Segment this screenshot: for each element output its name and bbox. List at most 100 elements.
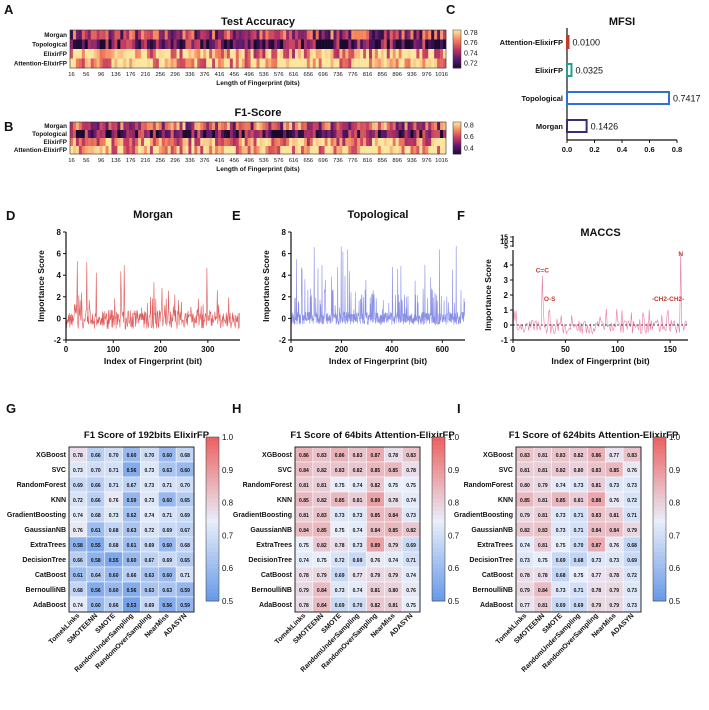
table-cell-value: 0.56 <box>91 588 101 594</box>
heatmap-cell <box>209 122 213 131</box>
heatmap-cell <box>149 49 154 59</box>
table-cell-value: 0.84 <box>609 528 619 534</box>
table-cell-value: 0.60 <box>127 453 137 459</box>
heatmap-cell <box>265 30 269 40</box>
heatmap-cell <box>377 39 382 50</box>
colorbar-segment <box>653 568 666 573</box>
heatmap-cell <box>194 49 198 59</box>
colorbar-frame <box>652 436 667 602</box>
heatmap-cell <box>173 130 177 139</box>
table-cell-value: 0.73 <box>609 483 619 489</box>
heatmap-cell <box>425 49 429 59</box>
heatmap-x-tick: 536 <box>259 72 269 78</box>
table-cell-value: 0.73 <box>109 513 119 519</box>
table-cell-value: 0.84 <box>317 588 327 594</box>
heatmap-cell <box>286 39 290 50</box>
table-cell-value: 0.84 <box>591 528 601 534</box>
heatmap-cell <box>206 30 210 40</box>
table-cell-value: 0.73 <box>353 543 363 549</box>
bar-value-label: 0.0100 <box>573 38 601 48</box>
heatmap-cell <box>158 58 163 69</box>
heatmap-cell <box>209 130 213 139</box>
heatmap-cell <box>416 49 420 59</box>
heatmap-cell <box>366 146 370 155</box>
heatmap-cell <box>200 138 204 147</box>
colorbar-segment <box>206 445 219 450</box>
heatmap-cell <box>348 58 352 69</box>
table-cell-value: 0.66 <box>91 453 101 459</box>
heatmap-cell <box>215 30 219 40</box>
heatmap-cell <box>99 39 103 50</box>
heatmap-cell <box>371 138 376 147</box>
heatmap-cell <box>250 146 254 155</box>
heatmap-cell <box>87 138 92 147</box>
table-cell-value: 0.73 <box>520 558 530 564</box>
heatmap-cell <box>369 130 373 139</box>
table-cell-value: 0.82 <box>370 603 380 609</box>
heatmap-cell <box>404 138 408 147</box>
colorbar-segment <box>453 140 461 142</box>
colorbar-tick: 0.8 <box>464 122 474 129</box>
table-cell-value: 0.82 <box>574 453 584 459</box>
heatmap-cell <box>357 39 361 50</box>
colorbar-segment <box>453 31 461 33</box>
heatmap-x-tick: 296 <box>170 158 180 164</box>
y-tick-label: 8 <box>282 228 287 237</box>
colorbar-segment <box>432 490 445 495</box>
heatmap-cell <box>111 122 115 131</box>
heatmap-cell <box>247 30 251 40</box>
heatmap-cell <box>274 130 278 139</box>
colorbar-segment <box>653 482 666 487</box>
heatmap-cell <box>440 138 444 147</box>
table-cell-value: 0.83 <box>317 453 327 459</box>
heatmap-row-label: Topological <box>32 41 67 48</box>
heatmap-x-tick: 96 <box>98 158 104 164</box>
heatmap-cell <box>108 130 112 139</box>
heatmap-cell <box>209 58 213 69</box>
table-row-label: CatBoost <box>261 572 293 579</box>
heatmap-title: F1-Score <box>234 107 281 119</box>
heatmap-cell <box>292 122 296 131</box>
heatmap-cell <box>398 30 402 40</box>
heatmap-cell <box>176 138 180 147</box>
heatmap-cell <box>363 49 367 59</box>
y-tick-label: 2 <box>282 293 287 302</box>
table-cell-value: 0.63 <box>127 528 137 534</box>
colorbar-segment <box>432 560 445 565</box>
heatmap-cell <box>271 58 275 69</box>
colorbar-segment <box>432 482 445 487</box>
heatmap-cell <box>176 39 180 50</box>
heatmap-cell <box>197 122 201 131</box>
heatmap-cell <box>321 39 325 50</box>
heatmap-cell <box>440 30 444 40</box>
heatmap-cell <box>197 138 201 147</box>
heatmap-cell <box>158 122 163 131</box>
table-cell-value: 0.72 <box>335 558 345 564</box>
heatmap-cell <box>413 39 417 50</box>
table-cell-value: 0.79 <box>299 588 309 594</box>
heatmap-cell <box>81 49 86 59</box>
table-cell-value: 0.75 <box>406 483 416 489</box>
colorbar-segment <box>453 134 461 137</box>
heatmap-cell <box>342 58 346 69</box>
heatmap-cell <box>309 58 314 69</box>
colorbar-segment <box>453 54 461 56</box>
heatmap-cell <box>262 122 266 131</box>
x-tick-label: 0.4 <box>617 145 628 154</box>
table-cell-value: 0.81 <box>299 513 309 519</box>
heatmap-cell <box>220 138 225 147</box>
heatmap-cell <box>268 146 272 155</box>
table-cell-value: 0.78 <box>73 453 83 459</box>
heatmap-cell <box>401 122 405 131</box>
x-tick-label: 0.8 <box>672 145 682 154</box>
heatmap-cell <box>443 130 447 139</box>
heatmap-cell <box>360 146 364 155</box>
table-cell-value: 0.56 <box>127 588 137 594</box>
heatmap-cell <box>277 130 281 139</box>
heatmap-cell <box>81 58 86 69</box>
heatmap-cell <box>179 30 183 40</box>
table-row-label: KNN <box>498 497 513 504</box>
heatmap-cell <box>146 138 151 147</box>
heatmap-cell <box>440 146 444 155</box>
